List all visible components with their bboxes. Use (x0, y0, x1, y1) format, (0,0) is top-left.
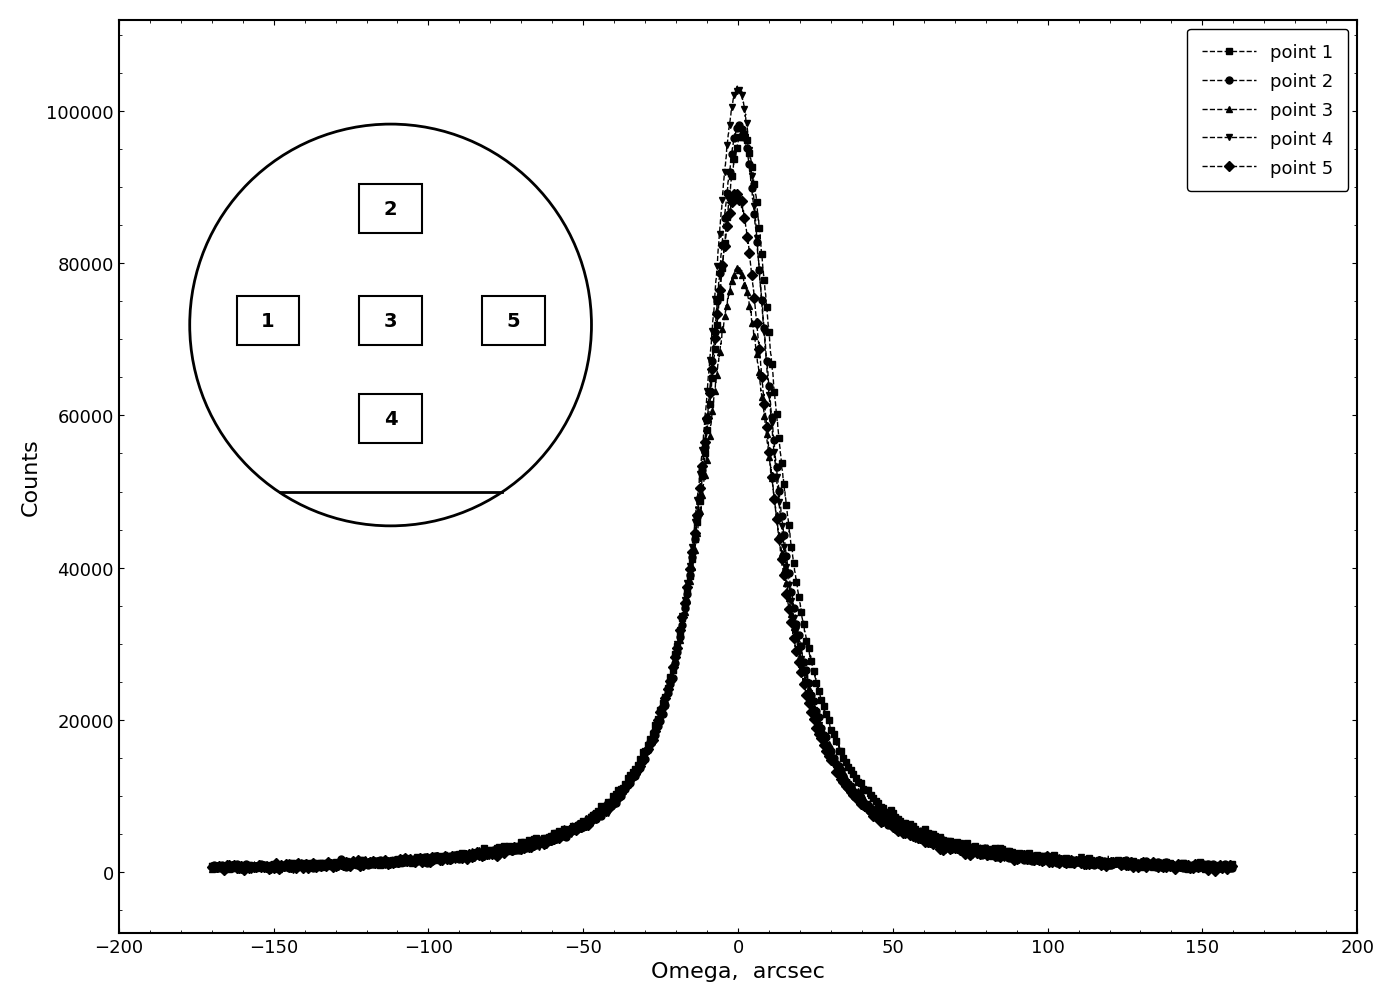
point 2 (728, 119, 745, 131)
point 3 (1131, 860, 1148, 872)
point 1 (805, 663, 822, 675)
point 5 (456, 851, 473, 863)
point 1 (226, 865, 243, 877)
point 2 (1201, 861, 1218, 873)
point 4 (456, 851, 473, 863)
Text: 5: 5 (506, 312, 520, 331)
Legend: point 1, point 2, point 3, point 4, point 5: point 1, point 2, point 3, point 4, poin… (1187, 30, 1348, 192)
Text: 2: 2 (384, 200, 398, 219)
point 2 (1155, 858, 1172, 870)
Line: point 2: point 2 (208, 121, 1237, 875)
point 3 (456, 852, 473, 864)
FancyBboxPatch shape (237, 297, 299, 346)
point 5 (1155, 860, 1172, 872)
point 1 (1225, 859, 1242, 871)
point 1 (204, 861, 220, 873)
FancyBboxPatch shape (360, 185, 421, 234)
point 5 (1225, 860, 1242, 872)
FancyBboxPatch shape (483, 297, 544, 346)
point 5 (728, 188, 745, 200)
point 2 (251, 866, 268, 878)
point 2 (1225, 859, 1242, 871)
point 3 (1155, 859, 1172, 871)
Text: 4: 4 (384, 410, 398, 429)
point 4 (805, 702, 822, 714)
FancyBboxPatch shape (360, 297, 421, 346)
point 1 (1201, 859, 1218, 871)
point 3 (1201, 860, 1218, 872)
point 1 (1131, 860, 1148, 872)
Text: 3: 3 (384, 312, 398, 331)
point 4 (218, 865, 234, 877)
Y-axis label: Counts: Counts (21, 438, 40, 516)
point 3 (437, 850, 453, 862)
point 1 (456, 848, 473, 860)
point 5 (437, 852, 453, 864)
Line: point 5: point 5 (208, 191, 1237, 875)
point 4 (204, 861, 220, 873)
point 3 (728, 263, 745, 275)
point 1 (734, 127, 751, 139)
Line: point 1: point 1 (208, 130, 1237, 874)
point 1 (1155, 858, 1172, 870)
point 5 (1201, 861, 1218, 873)
point 4 (1155, 860, 1172, 872)
point 5 (804, 708, 820, 720)
FancyBboxPatch shape (360, 395, 421, 444)
Text: 1: 1 (261, 312, 275, 331)
point 1 (438, 850, 455, 862)
point 4 (728, 80, 745, 92)
point 4 (1201, 863, 1218, 875)
Line: point 3: point 3 (208, 266, 1237, 876)
Line: point 4: point 4 (208, 82, 1237, 875)
point 3 (804, 698, 820, 710)
point 4 (1225, 861, 1242, 873)
point 4 (1131, 859, 1148, 871)
point 5 (1207, 866, 1223, 878)
point 5 (204, 862, 220, 874)
point 2 (805, 694, 822, 706)
point 2 (204, 861, 220, 873)
point 4 (438, 851, 455, 863)
point 5 (1131, 859, 1148, 871)
point 2 (1131, 861, 1148, 873)
point 3 (1225, 860, 1242, 872)
X-axis label: Omega,  arcsec: Omega, arcsec (651, 961, 824, 981)
point 3 (204, 864, 220, 876)
point 3 (1184, 866, 1201, 878)
point 2 (456, 851, 473, 863)
point 2 (438, 850, 455, 862)
